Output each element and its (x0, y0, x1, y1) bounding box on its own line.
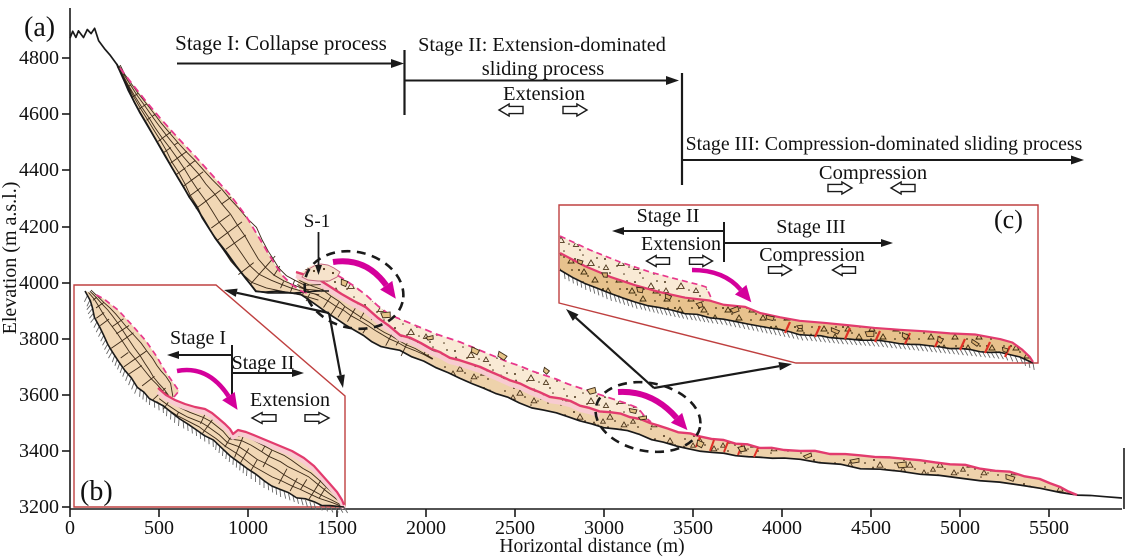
svg-text:1500: 1500 (317, 517, 357, 539)
svg-text:Stage II: Extension-dominated: Stage II: Extension-dominated (418, 34, 666, 56)
svg-text:Extension: Extension (641, 233, 721, 255)
svg-text:4500: 4500 (851, 517, 891, 539)
svg-text:3400: 3400 (19, 440, 59, 462)
svg-text:S-1: S-1 (304, 211, 330, 232)
svg-text:5500: 5500 (1029, 517, 1069, 539)
svg-text:sliding process: sliding process (482, 58, 604, 80)
svg-text:Stage I: Collapse process: Stage I: Collapse process (175, 31, 387, 55)
svg-text:3200: 3200 (19, 496, 59, 518)
svg-text:(b): (b) (80, 476, 113, 507)
svg-text:(c): (c) (994, 205, 1023, 234)
svg-text:(a): (a) (24, 12, 55, 43)
svg-text:Extension: Extension (503, 83, 585, 105)
svg-text:5000: 5000 (940, 517, 980, 539)
svg-text:Elevation (m a.s.l.): Elevation (m a.s.l.) (0, 182, 21, 335)
svg-text:2000: 2000 (406, 517, 446, 539)
svg-text:Stage II: Stage II (637, 205, 700, 227)
svg-text:1000: 1000 (228, 517, 268, 539)
svg-text:Stage III: Compression-dominat: Stage III: Compression-dominated sliding… (686, 133, 1083, 155)
svg-text:Stage III: Stage III (776, 216, 845, 238)
svg-text:4400: 4400 (19, 159, 59, 181)
svg-text:Compression: Compression (819, 162, 927, 184)
svg-text:500: 500 (144, 517, 174, 539)
svg-text:3000: 3000 (584, 517, 624, 539)
svg-text:4600: 4600 (19, 103, 59, 125)
svg-text:Stage II: Stage II (232, 352, 295, 374)
svg-text:Extension: Extension (250, 389, 330, 411)
svg-text:2500: 2500 (495, 517, 535, 539)
svg-text:4000: 4000 (762, 517, 802, 539)
svg-text:4000: 4000 (19, 272, 59, 294)
svg-text:Horizontal distance (m): Horizontal distance (m) (499, 536, 684, 557)
svg-text:Stage I: Stage I (170, 327, 226, 349)
svg-text:4200: 4200 (19, 216, 59, 238)
svg-text:Compression: Compression (759, 244, 865, 266)
svg-text:4800: 4800 (19, 47, 59, 69)
svg-text:3500: 3500 (673, 517, 713, 539)
svg-text:0: 0 (65, 517, 75, 539)
svg-text:3800: 3800 (19, 328, 59, 350)
svg-text:3600: 3600 (19, 384, 59, 406)
